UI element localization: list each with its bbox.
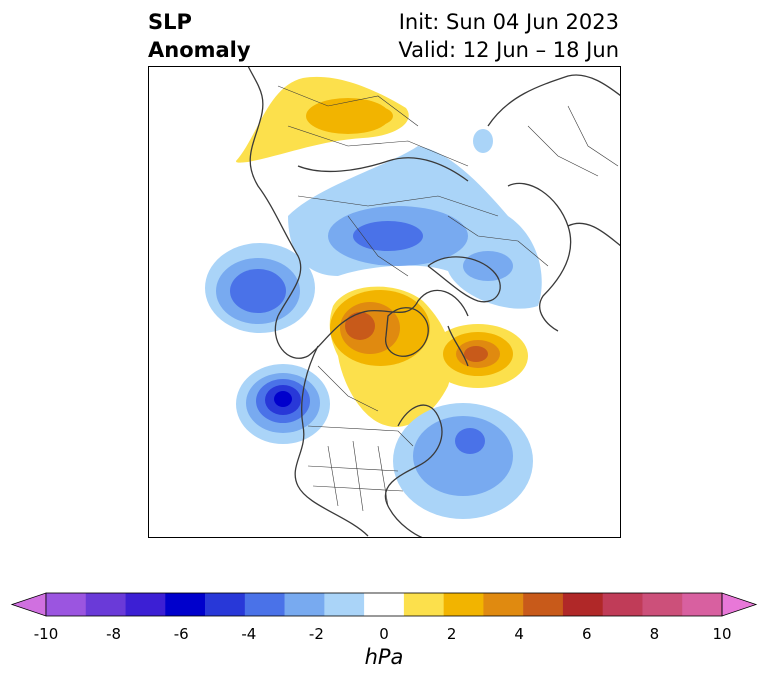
colorbar-swatch — [443, 593, 484, 616]
anomaly-east-pacific-low — [205, 243, 315, 333]
colorbar-swatch — [523, 593, 564, 616]
init-date: Init: Sun 04 Jun 2023 — [398, 10, 619, 34]
colorbar-extend-low — [10, 592, 47, 617]
colorbar-tick-label: 2 — [446, 625, 457, 643]
colorbar-swatch — [682, 593, 723, 616]
map-frame — [148, 66, 621, 538]
coastlines — [247, 66, 621, 538]
anomaly-arctic-trough — [288, 129, 542, 309]
slp-anomaly-map — [148, 66, 621, 538]
colorbar-unit: hPa — [364, 645, 404, 669]
title-line-1: SLP — [148, 10, 192, 34]
colorbar-swatch — [364, 593, 405, 616]
colorbar-tick-label: -8 — [106, 625, 122, 643]
colorbar-tick-label: 4 — [514, 625, 524, 643]
colorbar-extend-high — [721, 592, 758, 617]
colorbar-swatch — [562, 593, 604, 616]
anomaly-western-atlantic-low — [393, 403, 533, 519]
colorbar-tick-label: -4 — [241, 625, 257, 643]
colorbar-swatch — [125, 593, 166, 616]
title-line-2: Anomaly — [148, 38, 251, 62]
colorbar-swatch — [165, 593, 206, 616]
colorbar-tick-label: -6 — [173, 625, 189, 643]
colorbar-tick-label: -2 — [308, 625, 324, 643]
colorbar-swatch — [46, 593, 87, 616]
political-borders — [277, 85, 619, 512]
anomaly-fill — [205, 76, 542, 519]
colorbar-tick-label: -10 — [33, 625, 59, 643]
colorbar-swatch — [85, 593, 126, 616]
colorbar-swatch — [324, 593, 365, 616]
date-info: Init: Sun 04 Jun 2023 Valid: 12 Jun – 18… — [398, 8, 619, 64]
colorbar-swatch — [244, 593, 285, 616]
colorbar-swatches — [10, 592, 758, 617]
colorbar-swatch — [483, 593, 524, 616]
colorbar-tick-label: 10 — [712, 625, 732, 643]
colorbar-swatch — [642, 593, 683, 616]
colorbar-swatch — [403, 593, 444, 616]
valid-range: Valid: 12 Jun – 18 Jun — [398, 38, 619, 62]
colorbar-frame — [45, 592, 723, 617]
colorbar-tick-label: 6 — [582, 625, 592, 643]
map-title: SLP Anomaly — [148, 8, 251, 64]
colorbar-swatch — [205, 593, 246, 616]
colorbar-tick-label: 8 — [649, 625, 660, 643]
colorbar — [10, 592, 758, 617]
anomaly-ne-pacific-low — [236, 364, 330, 444]
anomaly-north-atlantic-high — [428, 324, 528, 388]
colorbar-tick-label: 0 — [379, 625, 389, 643]
colorbar-swatch — [284, 593, 325, 616]
colorbar-swatch — [602, 593, 643, 616]
